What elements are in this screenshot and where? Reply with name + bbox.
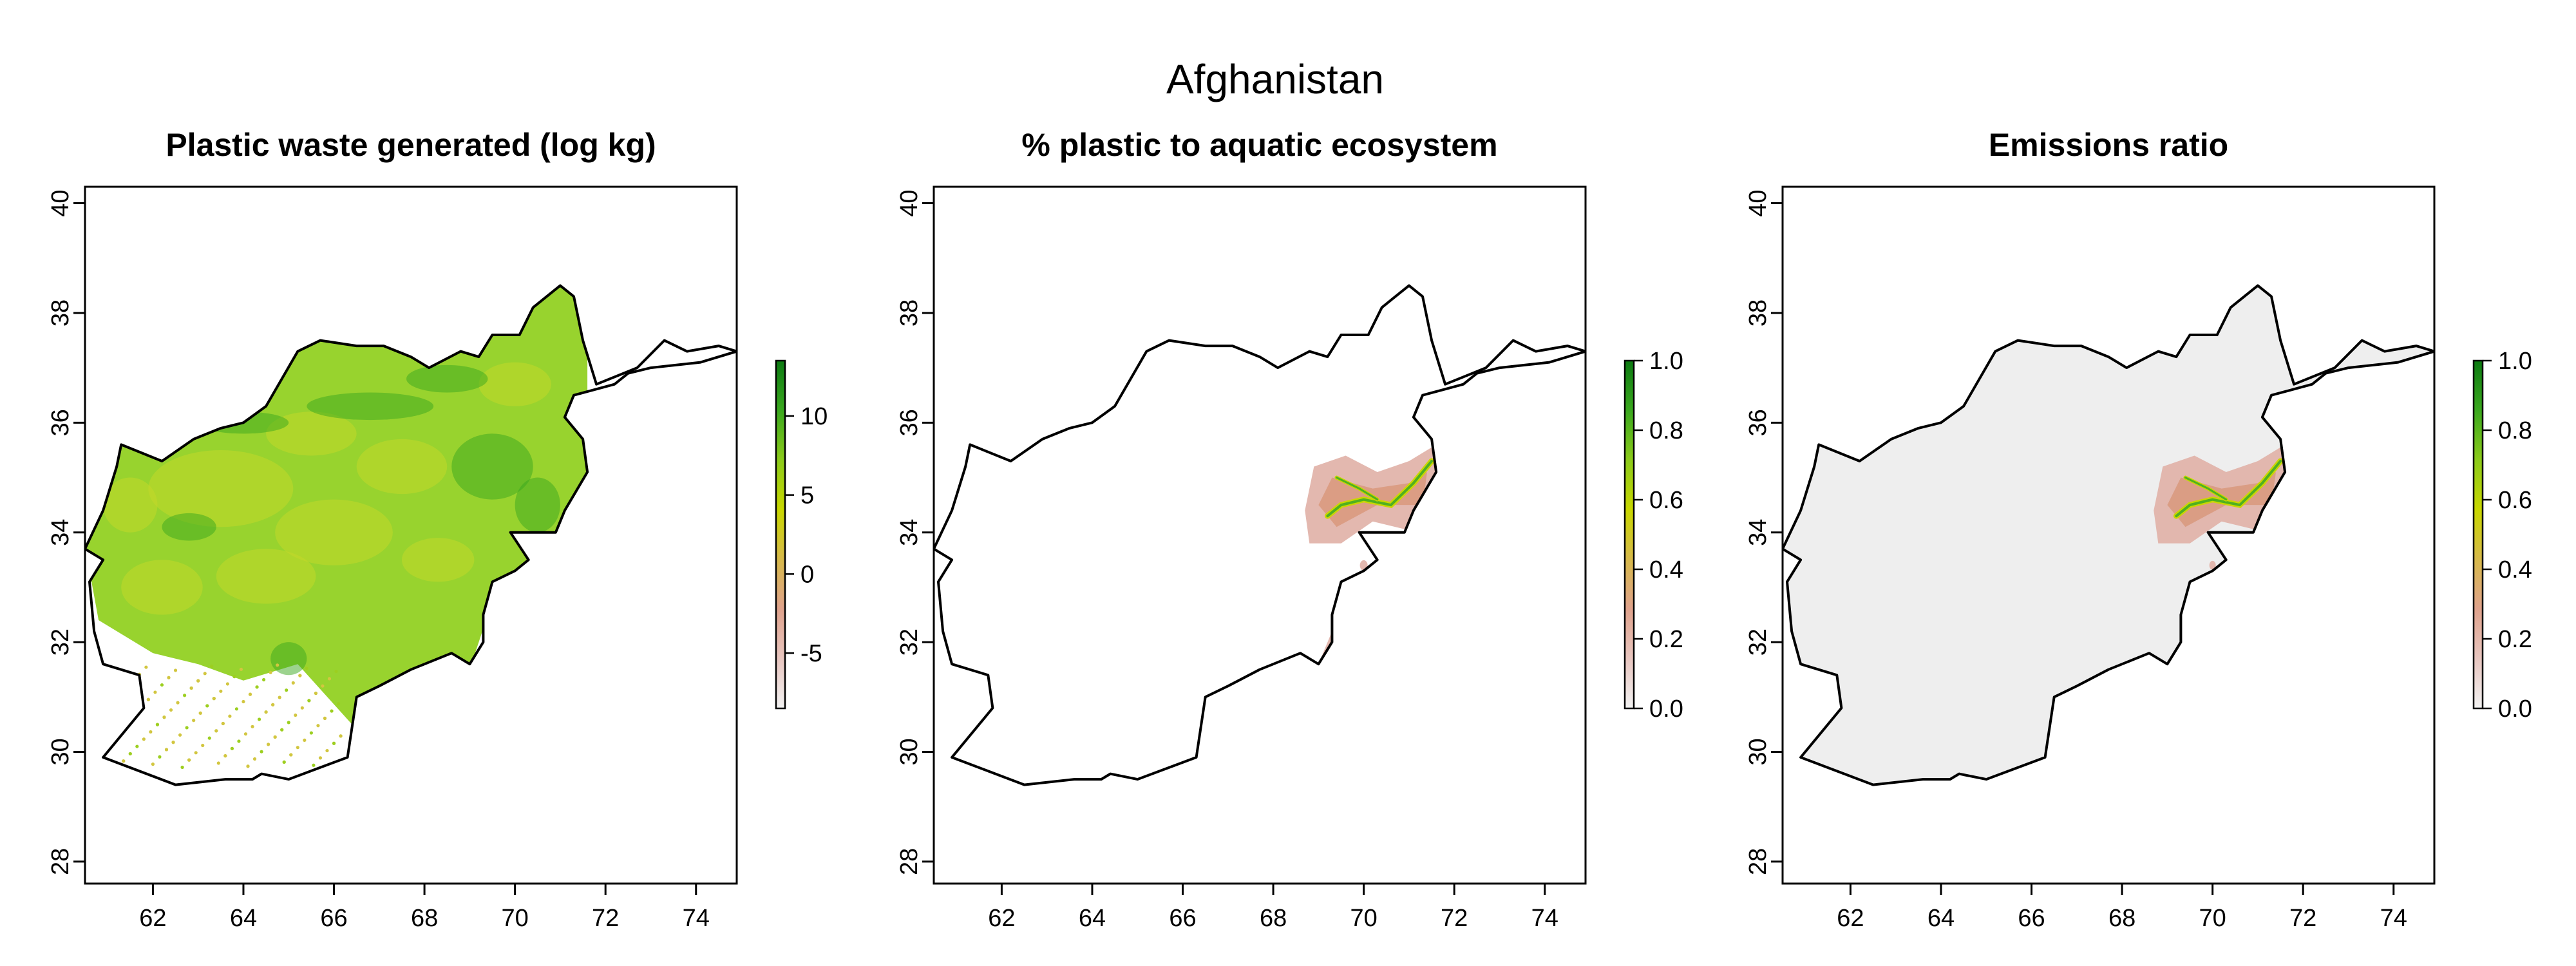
color-legend: 0.0 0.2 0.4 0.6 0.8 1.0 [1624,348,1683,723]
y-tick-label: 34 [896,519,923,546]
y-tick-label: 36 [1745,409,1772,436]
legend-tick-label: 1.0 [2498,348,2532,375]
y-tick-label: 36 [896,409,923,436]
raster-fill [934,285,1586,785]
color-bar [2472,359,2484,710]
legend-tick-label: 0.6 [1649,487,1683,514]
x-tick-label: 62 [1837,905,1864,932]
x-tick-label: 66 [1169,905,1196,932]
legend-tick-label: 0.4 [2498,556,2532,583]
legend-tick-label: 5 [800,482,814,509]
x-tick-label: 62 [988,905,1015,932]
legend-tick-label: 0 [800,561,814,588]
legend-tick-label: 0.0 [2498,696,2532,723]
x-tick-label: 74 [2380,905,2407,932]
x-tick-label: 70 [1350,905,1377,932]
legend-tick-label: -5 [800,640,822,667]
x-tick-label: 74 [683,905,710,932]
country-outline [1783,284,2434,786]
panel-title: Emissions ratio [1989,127,2228,163]
x-tick-label: 64 [1927,905,1955,932]
x-tick-label: 72 [592,905,619,932]
y-tick-label: 40 [47,189,74,216]
y-tick-label: 30 [1745,738,1772,765]
y-tick-label: 38 [47,299,74,327]
y-tick-label: 30 [896,738,923,765]
map-panels: Plastic waste generated (log kg) 62 64 66 68… [47,127,2532,932]
legend-tick-label: 0.8 [1649,417,1683,444]
y-tick-label: 28 [1745,848,1772,875]
plot-frame [933,185,1587,885]
y-tick-label: 32 [1745,629,1772,656]
y-tick-label: 36 [47,409,74,436]
color-legend: -5 0 5 10 [775,359,828,710]
y-tick-label: 40 [1745,189,1772,216]
x-axis: 62 64 66 68 70 72 74 [988,884,1558,932]
legend-tick-label: 10 [800,403,828,430]
x-tick-label: 62 [139,905,166,932]
country-outline [934,284,1586,786]
x-tick-label: 72 [2289,905,2316,932]
y-tick-label: 28 [896,848,923,875]
legend-tick-label: 1.0 [1649,348,1683,375]
x-axis: 62 64 66 68 70 72 74 [139,884,710,932]
y-axis: 28 30 32 34 36 38 40 [896,189,934,875]
x-tick-label: 70 [501,905,528,932]
x-tick-label: 66 [2018,905,2045,932]
x-tick-label: 72 [1441,905,1468,932]
x-tick-label: 74 [1531,905,1558,932]
color-bar [1624,359,1635,710]
legend-tick-label: 0.2 [2498,626,2532,653]
y-tick-label: 34 [47,519,74,546]
panel-title: % plastic to aquatic ecosystem [1021,127,1497,163]
y-tick-label: 32 [896,629,923,656]
y-tick-label: 34 [1745,519,1772,546]
plot-frame [84,185,738,885]
x-tick-label: 68 [2108,905,2136,932]
x-tick-label: 64 [230,905,257,932]
legend-tick-label: 0.0 [1649,696,1683,723]
x-axis: 62 64 66 68 70 72 74 [1837,884,2407,932]
country-outline [85,284,737,786]
x-tick-label: 64 [1079,905,1106,932]
x-tick-label: 66 [320,905,347,932]
legend-tick-label: 0.4 [1649,556,1683,583]
raster-fill [85,285,737,785]
y-tick-label: 38 [896,299,923,327]
panel-title: Plastic waste generated (log kg) [166,127,656,163]
y-axis: 28 30 32 34 36 38 40 [47,189,85,875]
color-legend: 0.0 0.2 0.4 0.6 0.8 1.0 [2472,348,2532,723]
legend-tick-label: 0.8 [2498,417,2532,444]
x-tick-label: 70 [2199,905,2226,932]
legend-tick-label: 0.2 [1649,626,1683,653]
x-tick-label: 68 [1260,905,1287,932]
plot-frame [1781,185,2436,885]
map-panel-3: Emissions ratio 62 64 66 68 70 72 74 28 30 32 34 36 3… [1745,127,2532,932]
y-tick-label: 38 [1745,299,1772,327]
y-axis: 28 30 32 34 36 38 40 [1745,189,1783,875]
map-panel-1: Plastic waste generated (log kg) 62 64 66 68… [47,127,828,932]
x-tick-label: 68 [411,905,438,932]
y-tick-label: 40 [896,189,923,216]
legend-tick-label: 0.6 [2498,487,2532,514]
y-tick-label: 32 [47,629,74,656]
y-tick-label: 28 [47,848,74,875]
raster-fill [1783,285,2434,785]
y-tick-label: 30 [47,738,74,765]
color-bar [775,359,786,710]
figure-title: Afghanistan [1166,56,1384,102]
map-panel-2: % plastic to aquatic ecosystem 62 64 66 68 70… [896,127,1683,932]
